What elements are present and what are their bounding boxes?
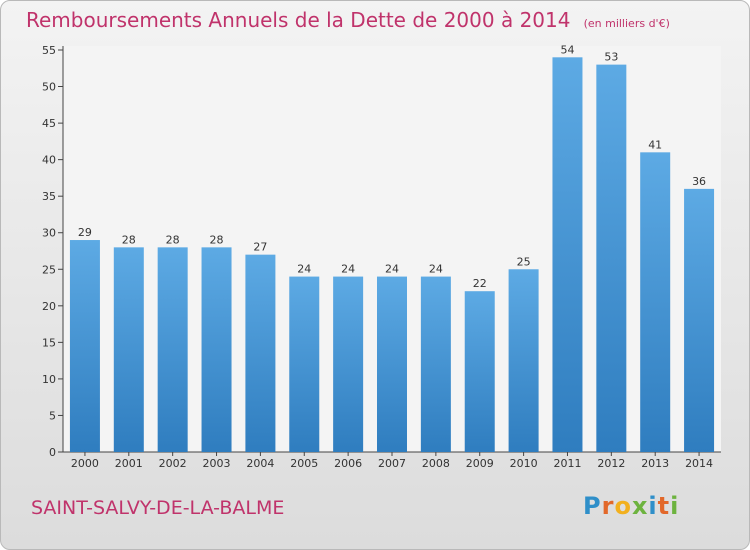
bar [289, 276, 320, 452]
bar-value-label: 54 [560, 43, 574, 56]
bar-value-label: 22 [473, 277, 487, 290]
x-tick-label: 2001 [115, 457, 143, 470]
bar [333, 276, 364, 452]
bar-value-label: 27 [253, 241, 267, 254]
commune-name: SAINT-SALVY-DE-LA-BALME [31, 497, 285, 519]
x-tick-label: 2005 [290, 457, 318, 470]
bar [157, 247, 188, 452]
bar-value-label: 29 [78, 226, 92, 239]
x-tick-label: 2000 [71, 457, 99, 470]
y-tick-label: 55 [42, 44, 56, 57]
y-tick-label: 45 [42, 117, 56, 130]
bar [377, 276, 407, 452]
bar-value-label: 41 [648, 138, 662, 151]
bar [640, 152, 671, 452]
y-tick-label: 30 [42, 227, 56, 240]
bar-value-label: 24 [385, 263, 399, 276]
x-tick-label: 2013 [641, 457, 669, 470]
bar-value-label: 25 [517, 255, 531, 268]
x-tick-label: 2009 [466, 457, 494, 470]
bar [201, 247, 232, 452]
chart-title: Remboursements Annuels de la Dette de 20… [26, 8, 571, 32]
x-tick-label: 2011 [553, 457, 581, 470]
bar [113, 247, 144, 452]
y-tick-label: 0 [49, 446, 56, 459]
x-tick-label: 2007 [378, 457, 406, 470]
bar [464, 291, 495, 452]
bar [596, 64, 627, 453]
x-tick-label: 2002 [159, 457, 187, 470]
bar-value-label: 53 [604, 51, 618, 64]
y-tick-label: 10 [42, 373, 56, 386]
x-tick-label: 2003 [203, 457, 231, 470]
x-tick-label: 2012 [597, 457, 625, 470]
bar-value-label: 28 [166, 233, 180, 246]
y-tick-label: 35 [42, 190, 56, 203]
y-tick-label: 25 [42, 263, 56, 276]
proxiti-logo: Proxiti [583, 492, 680, 520]
chart-subtitle: (en milliers d'€) [583, 17, 670, 30]
y-tick-label: 40 [42, 154, 56, 167]
bar-value-label: 36 [692, 175, 706, 188]
bar [245, 254, 276, 452]
x-tick-label: 2004 [246, 457, 274, 470]
y-tick-label: 15 [42, 336, 56, 349]
bar-value-label: 24 [297, 263, 311, 276]
chart-title-row: Remboursements Annuels de la Dette de 20… [26, 8, 670, 32]
x-tick-label: 2014 [685, 457, 713, 470]
bar-value-label: 28 [210, 233, 224, 246]
bar [420, 276, 451, 452]
x-tick-label: 2006 [334, 457, 362, 470]
y-tick-label: 50 [42, 81, 56, 94]
bar-value-label: 24 [429, 263, 443, 276]
bar [508, 269, 539, 452]
x-tick-label: 2008 [422, 457, 450, 470]
bar [69, 240, 100, 452]
y-tick-label: 5 [49, 409, 56, 422]
bar-value-label: 24 [341, 263, 355, 276]
bar [552, 57, 583, 453]
bar [684, 188, 715, 452]
y-tick-label: 20 [42, 300, 56, 313]
x-tick-label: 2010 [510, 457, 538, 470]
bar-value-label: 28 [122, 233, 136, 246]
